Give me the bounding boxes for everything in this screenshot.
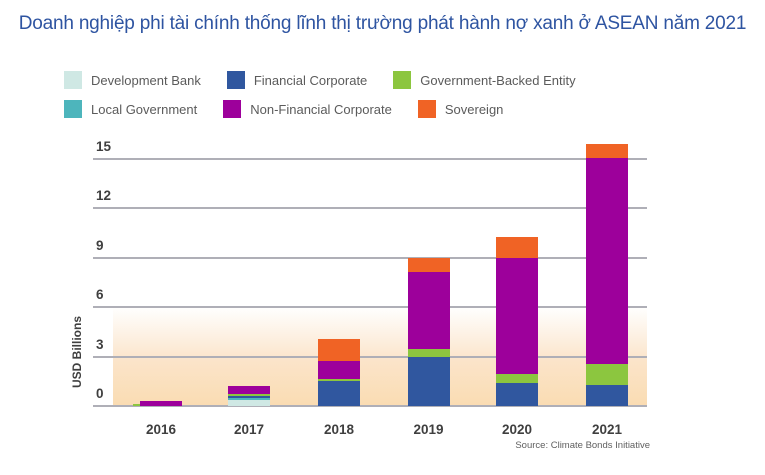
legend-label: Non-Financial Corporate: [250, 101, 392, 117]
bar-2018: [318, 339, 360, 406]
bar-2020: [496, 236, 538, 406]
legend-row-2: Local Government Non-Financial Corporate S…: [64, 100, 704, 118]
bar-2016: [133, 401, 182, 406]
gridline-0: [93, 405, 647, 407]
bar-segment-non-financial-corporate-2016: [140, 401, 182, 406]
chart-title: Doanh nghiệp phi tài chính thống lĩnh th…: [18, 13, 747, 34]
x-label-2019: 2019: [413, 422, 444, 437]
legend-label: Sovereign: [444, 101, 504, 117]
y-tick-15: 15: [96, 138, 112, 154]
bar-segment-sovereign-2018: [318, 339, 360, 361]
bar-segment-government-backed-entity-2021: [586, 363, 628, 386]
y-axis-title: USD Billions: [70, 315, 84, 389]
legend-swatch-financial-corporate: [226, 71, 245, 89]
bar-segment-financial-corporate-2021: [586, 385, 628, 406]
legend-item-development-bank: Development Bank: [64, 71, 201, 89]
legend-item-financial-corporate: Financial Corporate: [226, 71, 368, 89]
legend-label: Financial Corporate: [253, 72, 368, 88]
legend-label: Development Bank: [91, 72, 201, 88]
legend-label: Government-Backed Entity: [420, 72, 576, 88]
legend-row-1: Development Bank Financial Corporate Gover…: [64, 71, 704, 89]
gridline-3: [93, 355, 647, 358]
bar-segment-non-financial-corporate-2017: [228, 386, 270, 394]
x-label-2020: 2020: [501, 422, 533, 437]
gridline-12: [93, 207, 647, 209]
bar-2019: [407, 257, 450, 406]
legend: Development Bank Financial Corporate Gover…: [64, 71, 704, 129]
bar-segment-sovereign-2021: [586, 143, 628, 158]
gridline-9: [93, 256, 647, 259]
source-credit: Source: Climate Bonds Initiative: [515, 440, 650, 451]
bar-2017: [228, 386, 270, 406]
y-tick-9: 9: [96, 237, 104, 253]
y-tick-6: 6: [96, 287, 104, 302]
bar-segment-financial-corporate-2018: [318, 381, 360, 406]
bar-segment-financial-corporate-2017: [228, 396, 270, 399]
bar-segment-local-government-2017: [228, 398, 270, 401]
x-label-2021: 2021: [591, 422, 623, 437]
legend-item-sovereign: Sovereign: [417, 100, 504, 118]
legend-item-local-government: Local Government: [64, 100, 197, 118]
legend-swatch-development-bank: [64, 71, 82, 89]
bar-segment-government-backed-entity-2017: [228, 393, 270, 397]
legend-item-government-backed-entity: Government-Backed Entity: [393, 71, 576, 89]
y-tick-12: 12: [96, 188, 112, 203]
y-tick-0: 0: [96, 386, 104, 401]
legend-swatch-government-backed-entity: [393, 71, 412, 89]
legend-item-non-financial-corporate: Non-Financial Corporate: [223, 100, 392, 118]
legend-swatch-non-financial-corporate: [223, 100, 242, 118]
bar-segment-financial-corporate-2019: [407, 356, 450, 406]
bar-segment-sovereign-2019: [407, 257, 450, 273]
x-label-2016: 2016: [145, 422, 177, 437]
bar-segment-non-financial-corporate-2018: [318, 360, 360, 379]
bar-segment-government-backed-entity-2020: [496, 373, 538, 383]
bar-segment-financial-corporate-2020: [496, 382, 538, 406]
legend-swatch-sovereign: [417, 100, 436, 118]
y-tick-3: 3: [96, 336, 104, 352]
bar-segment-non-financial-corporate-2019: [407, 272, 450, 350]
bar-segment-government-backed-entity-2018: [318, 378, 360, 382]
x-label-2017: 2017: [233, 422, 265, 437]
bar-2021: [586, 143, 628, 406]
x-label-2018: 2018: [323, 422, 355, 437]
legend-swatch-local-government: [64, 100, 82, 118]
bar-segment-non-financial-corporate-2020: [496, 258, 538, 374]
gridline-15: [93, 157, 647, 160]
bar-segment-non-financial-corporate-2021: [586, 157, 628, 364]
gridline-6: [93, 306, 647, 308]
legend-label: Local Government: [91, 101, 198, 117]
bar-segment-development-bank-2017: [228, 400, 270, 406]
bar-segment-government-backed-entity-2016: [133, 404, 140, 406]
bar-segment-sovereign-2020: [496, 236, 538, 259]
bar-segment-government-backed-entity-2019: [407, 349, 450, 357]
